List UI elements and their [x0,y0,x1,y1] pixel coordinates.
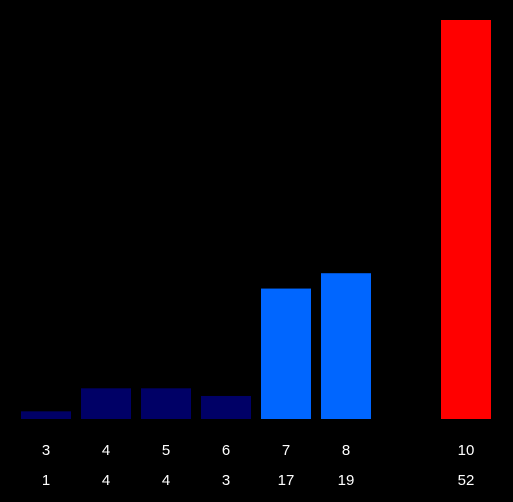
x-tick-label: 10 [458,442,475,459]
x-tick-label: 5 [162,442,170,459]
value-label: 19 [338,472,355,489]
x-tick-label: 6 [222,442,230,459]
x-tick-label: 4 [102,442,110,459]
bar [321,273,371,419]
x-tick-label: 8 [342,442,350,459]
value-label: 17 [278,472,295,489]
bar [141,388,191,419]
x-tick-label: 3 [42,442,50,459]
bar [21,411,71,419]
x-tick-label: 7 [282,442,290,459]
bar [261,288,311,419]
value-label: 3 [222,472,230,489]
value-label: 1 [42,472,50,489]
bar [441,20,491,419]
value-label: 52 [458,472,475,489]
bar [201,395,251,419]
value-label: 4 [102,472,110,489]
bar [81,388,131,419]
value-label: 4 [162,472,170,489]
